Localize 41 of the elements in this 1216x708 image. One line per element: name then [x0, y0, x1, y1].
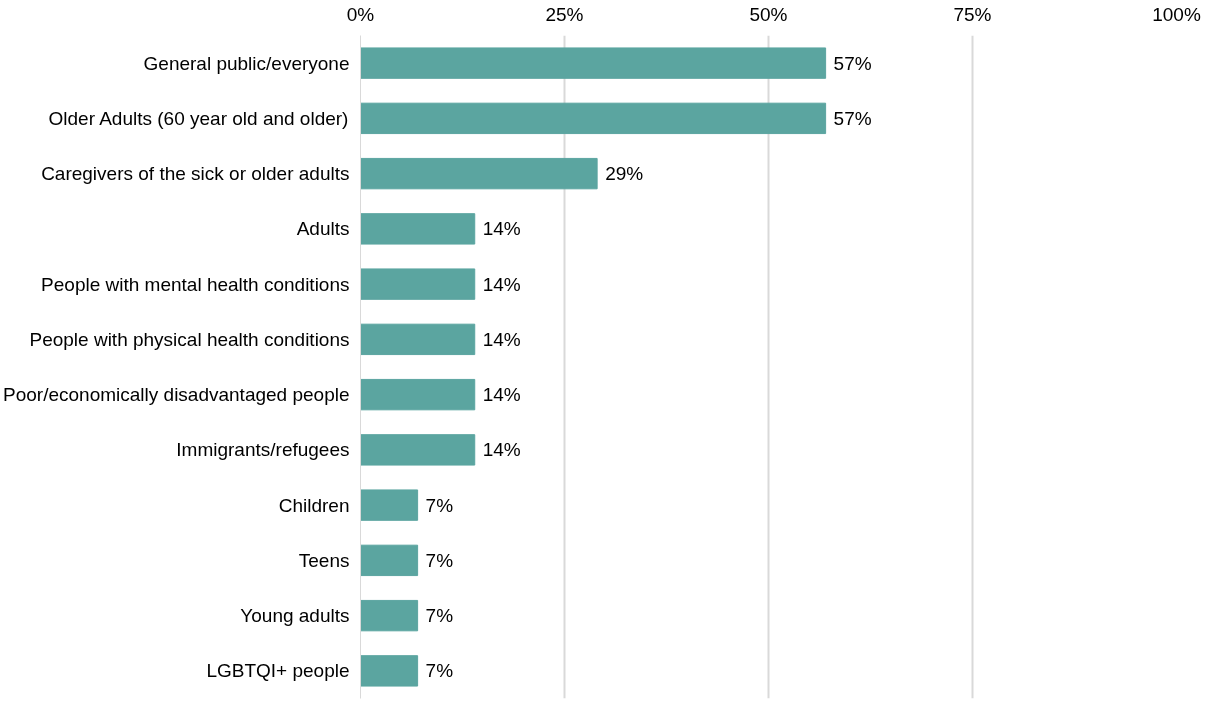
data-label: 29% [605, 163, 644, 185]
y-tick-label: People with mental health conditions [41, 273, 350, 295]
bar [360, 323, 476, 356]
data-label: 7% [425, 605, 454, 627]
data-label: 57% [833, 107, 872, 129]
y-tick-label: Adults [296, 218, 350, 240]
bar [360, 544, 419, 577]
bar [360, 47, 827, 79]
x-tick-label: 25% [545, 3, 584, 25]
data-label: 7% [425, 549, 454, 571]
data-label: 14% [482, 273, 521, 295]
x-tick-label: 75% [953, 3, 992, 25]
bar [360, 102, 827, 135]
y-tick-label: Children [278, 494, 350, 516]
bar [360, 434, 476, 466]
data-label: 14% [482, 439, 521, 461]
y-tick-label: People with physical health conditions [29, 328, 350, 350]
bar [360, 378, 476, 411]
bar [360, 268, 476, 300]
data-label: 7% [425, 494, 454, 516]
x-tick-label: 50% [749, 3, 788, 25]
y-tick-label: Caregivers of the sick or older adults [41, 163, 350, 185]
bar [360, 213, 476, 245]
x-tick-label: 100% [1152, 3, 1201, 25]
bar [360, 655, 419, 687]
y-tick-label: Young adults [240, 605, 350, 627]
y-tick-label: General public/everyone [143, 52, 350, 74]
y-tick-label: Older Adults (60 year old and older) [48, 107, 349, 129]
data-label: 14% [482, 218, 521, 240]
bar [360, 157, 598, 190]
data-label: 14% [482, 384, 521, 406]
x-tick-label: 0% [346, 3, 375, 25]
bar [360, 599, 419, 632]
bar [360, 489, 419, 521]
data-label: 14% [482, 328, 521, 350]
y-tick-label: Immigrants/refugees [176, 439, 350, 461]
y-tick-label: LGBTQI+ people [206, 660, 350, 682]
y-tick-label: Poor/economically disadvantaged people [3, 384, 350, 406]
y-tick-label: Teens [298, 549, 350, 571]
data-label: 57% [833, 52, 872, 74]
data-label: 7% [425, 660, 454, 682]
